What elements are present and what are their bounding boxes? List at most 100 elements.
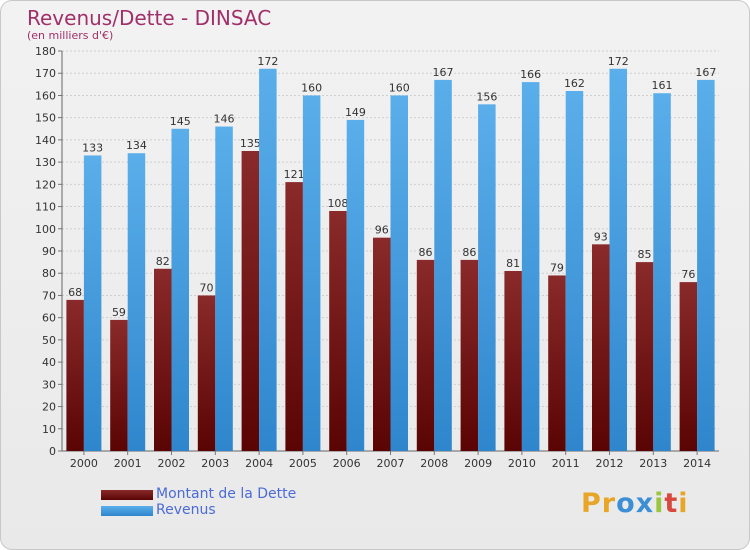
bar-debt (416, 259, 435, 451)
x-tick-label: 2004 (245, 457, 273, 470)
y-tick-label: 90 (42, 245, 56, 258)
bar-revenue (302, 95, 321, 451)
y-tick-label: 50 (42, 334, 56, 347)
bar-debt (329, 211, 347, 451)
data-label-revenue: 162 (564, 77, 585, 90)
x-tick-label: 2000 (70, 457, 98, 470)
y-tick-label: 140 (35, 134, 56, 147)
data-label-debt: 135 (240, 137, 261, 150)
bar-revenue (478, 104, 496, 451)
data-label-revenue: 161 (652, 79, 673, 92)
x-tick-label: 2009 (464, 457, 492, 470)
bar-debt (154, 268, 172, 451)
x-tick-label: 2011 (552, 457, 580, 470)
y-tick-label: 60 (42, 312, 56, 325)
data-label-revenue: 134 (126, 139, 147, 152)
bar-revenue (215, 126, 233, 452)
x-tick-label: 2012 (596, 457, 624, 470)
y-tick-label: 180 (35, 45, 56, 58)
data-label-debt: 96 (375, 224, 389, 237)
data-label-debt: 82 (156, 255, 170, 268)
x-tick-label: 2013 (639, 457, 667, 470)
bar-debt (285, 182, 303, 451)
data-label-revenue: 160 (389, 81, 410, 94)
data-label-debt: 59 (112, 306, 126, 319)
bar-debt (679, 282, 698, 451)
y-tick-label: 20 (42, 401, 56, 414)
data-label-debt: 86 (419, 246, 433, 259)
logo-letter: i (678, 488, 689, 519)
data-label-debt: 121 (284, 168, 305, 181)
data-label-revenue: 145 (170, 115, 191, 128)
logo-letter: o (616, 488, 636, 519)
bar-debt (66, 299, 84, 451)
y-tick-label: 110 (35, 201, 56, 214)
data-label-revenue: 166 (520, 68, 541, 81)
bar-debt (460, 259, 479, 451)
bar-revenue (609, 68, 627, 452)
data-label-debt: 85 (638, 248, 652, 261)
data-label-revenue: 160 (301, 81, 322, 94)
data-label-revenue: 146 (214, 113, 235, 126)
bar-revenue (697, 79, 715, 451)
proxiti-logo: Proxiti (581, 488, 689, 519)
bar-debt (197, 295, 216, 451)
x-tick-label: 2002 (158, 457, 186, 470)
logo-letter: P (581, 488, 602, 519)
x-tick-label: 2010 (508, 457, 536, 470)
x-tick-label: 2005 (289, 457, 317, 470)
x-tick-label: 2014 (683, 457, 711, 470)
bar-revenue (259, 68, 277, 452)
bar-revenue (171, 128, 189, 451)
bar-debt (241, 151, 260, 451)
data-label-debt: 108 (327, 197, 348, 210)
chart-subtitle: (en milliers d'€) (27, 29, 114, 42)
legend-swatch-debt (101, 490, 153, 500)
bar-revenue (83, 155, 102, 451)
bar-revenue (653, 93, 671, 451)
legend-swatch-revenue (101, 506, 153, 516)
y-tick-label: 130 (35, 156, 56, 169)
data-label-revenue: 172 (608, 55, 629, 68)
data-label-debt: 86 (462, 246, 476, 259)
y-tick-label: 80 (42, 267, 56, 280)
y-tick-label: 30 (42, 378, 56, 391)
chart-title: Revenus/Dette - DINSAC (27, 6, 272, 30)
x-tick-label: 2001 (114, 457, 142, 470)
data-label-revenue: 167 (695, 66, 716, 79)
bar-revenue (565, 91, 584, 451)
x-tick-label: 2008 (420, 457, 448, 470)
data-label-revenue: 133 (82, 141, 103, 154)
x-tick-label: 2006 (333, 457, 361, 470)
data-label-debt: 68 (68, 286, 82, 299)
legend-label-revenue: Revenus (156, 502, 216, 518)
y-tick-label: 100 (35, 223, 56, 236)
logo-letter: r (601, 488, 617, 519)
bar-revenue (127, 153, 146, 451)
y-tick-label: 120 (35, 178, 56, 191)
bar-debt (592, 244, 610, 451)
logo-letter: t (664, 488, 679, 519)
y-tick-label: 70 (42, 289, 56, 302)
bar-revenue (434, 79, 452, 451)
data-label-revenue: 149 (345, 106, 366, 119)
y-tick-label: 0 (49, 445, 56, 458)
y-tick-label: 40 (42, 356, 56, 369)
y-tick-label: 10 (42, 423, 56, 436)
data-label-debt: 81 (506, 257, 520, 270)
data-label-debt: 93 (594, 230, 608, 243)
bar-revenue (521, 82, 540, 451)
bar-debt (548, 275, 566, 451)
bar-debt (373, 237, 391, 451)
logo-letter: i (654, 488, 665, 519)
y-tick-label: 160 (35, 89, 56, 102)
bar-debt (504, 271, 522, 451)
data-label-revenue: 167 (433, 66, 454, 79)
bar-revenue (390, 95, 408, 451)
bar-debt (635, 262, 654, 451)
y-tick-label: 150 (35, 112, 56, 125)
logo-letter: x (635, 488, 655, 519)
legend-label-debt: Montant de la Dette (156, 486, 297, 502)
bar-revenue (346, 119, 365, 451)
